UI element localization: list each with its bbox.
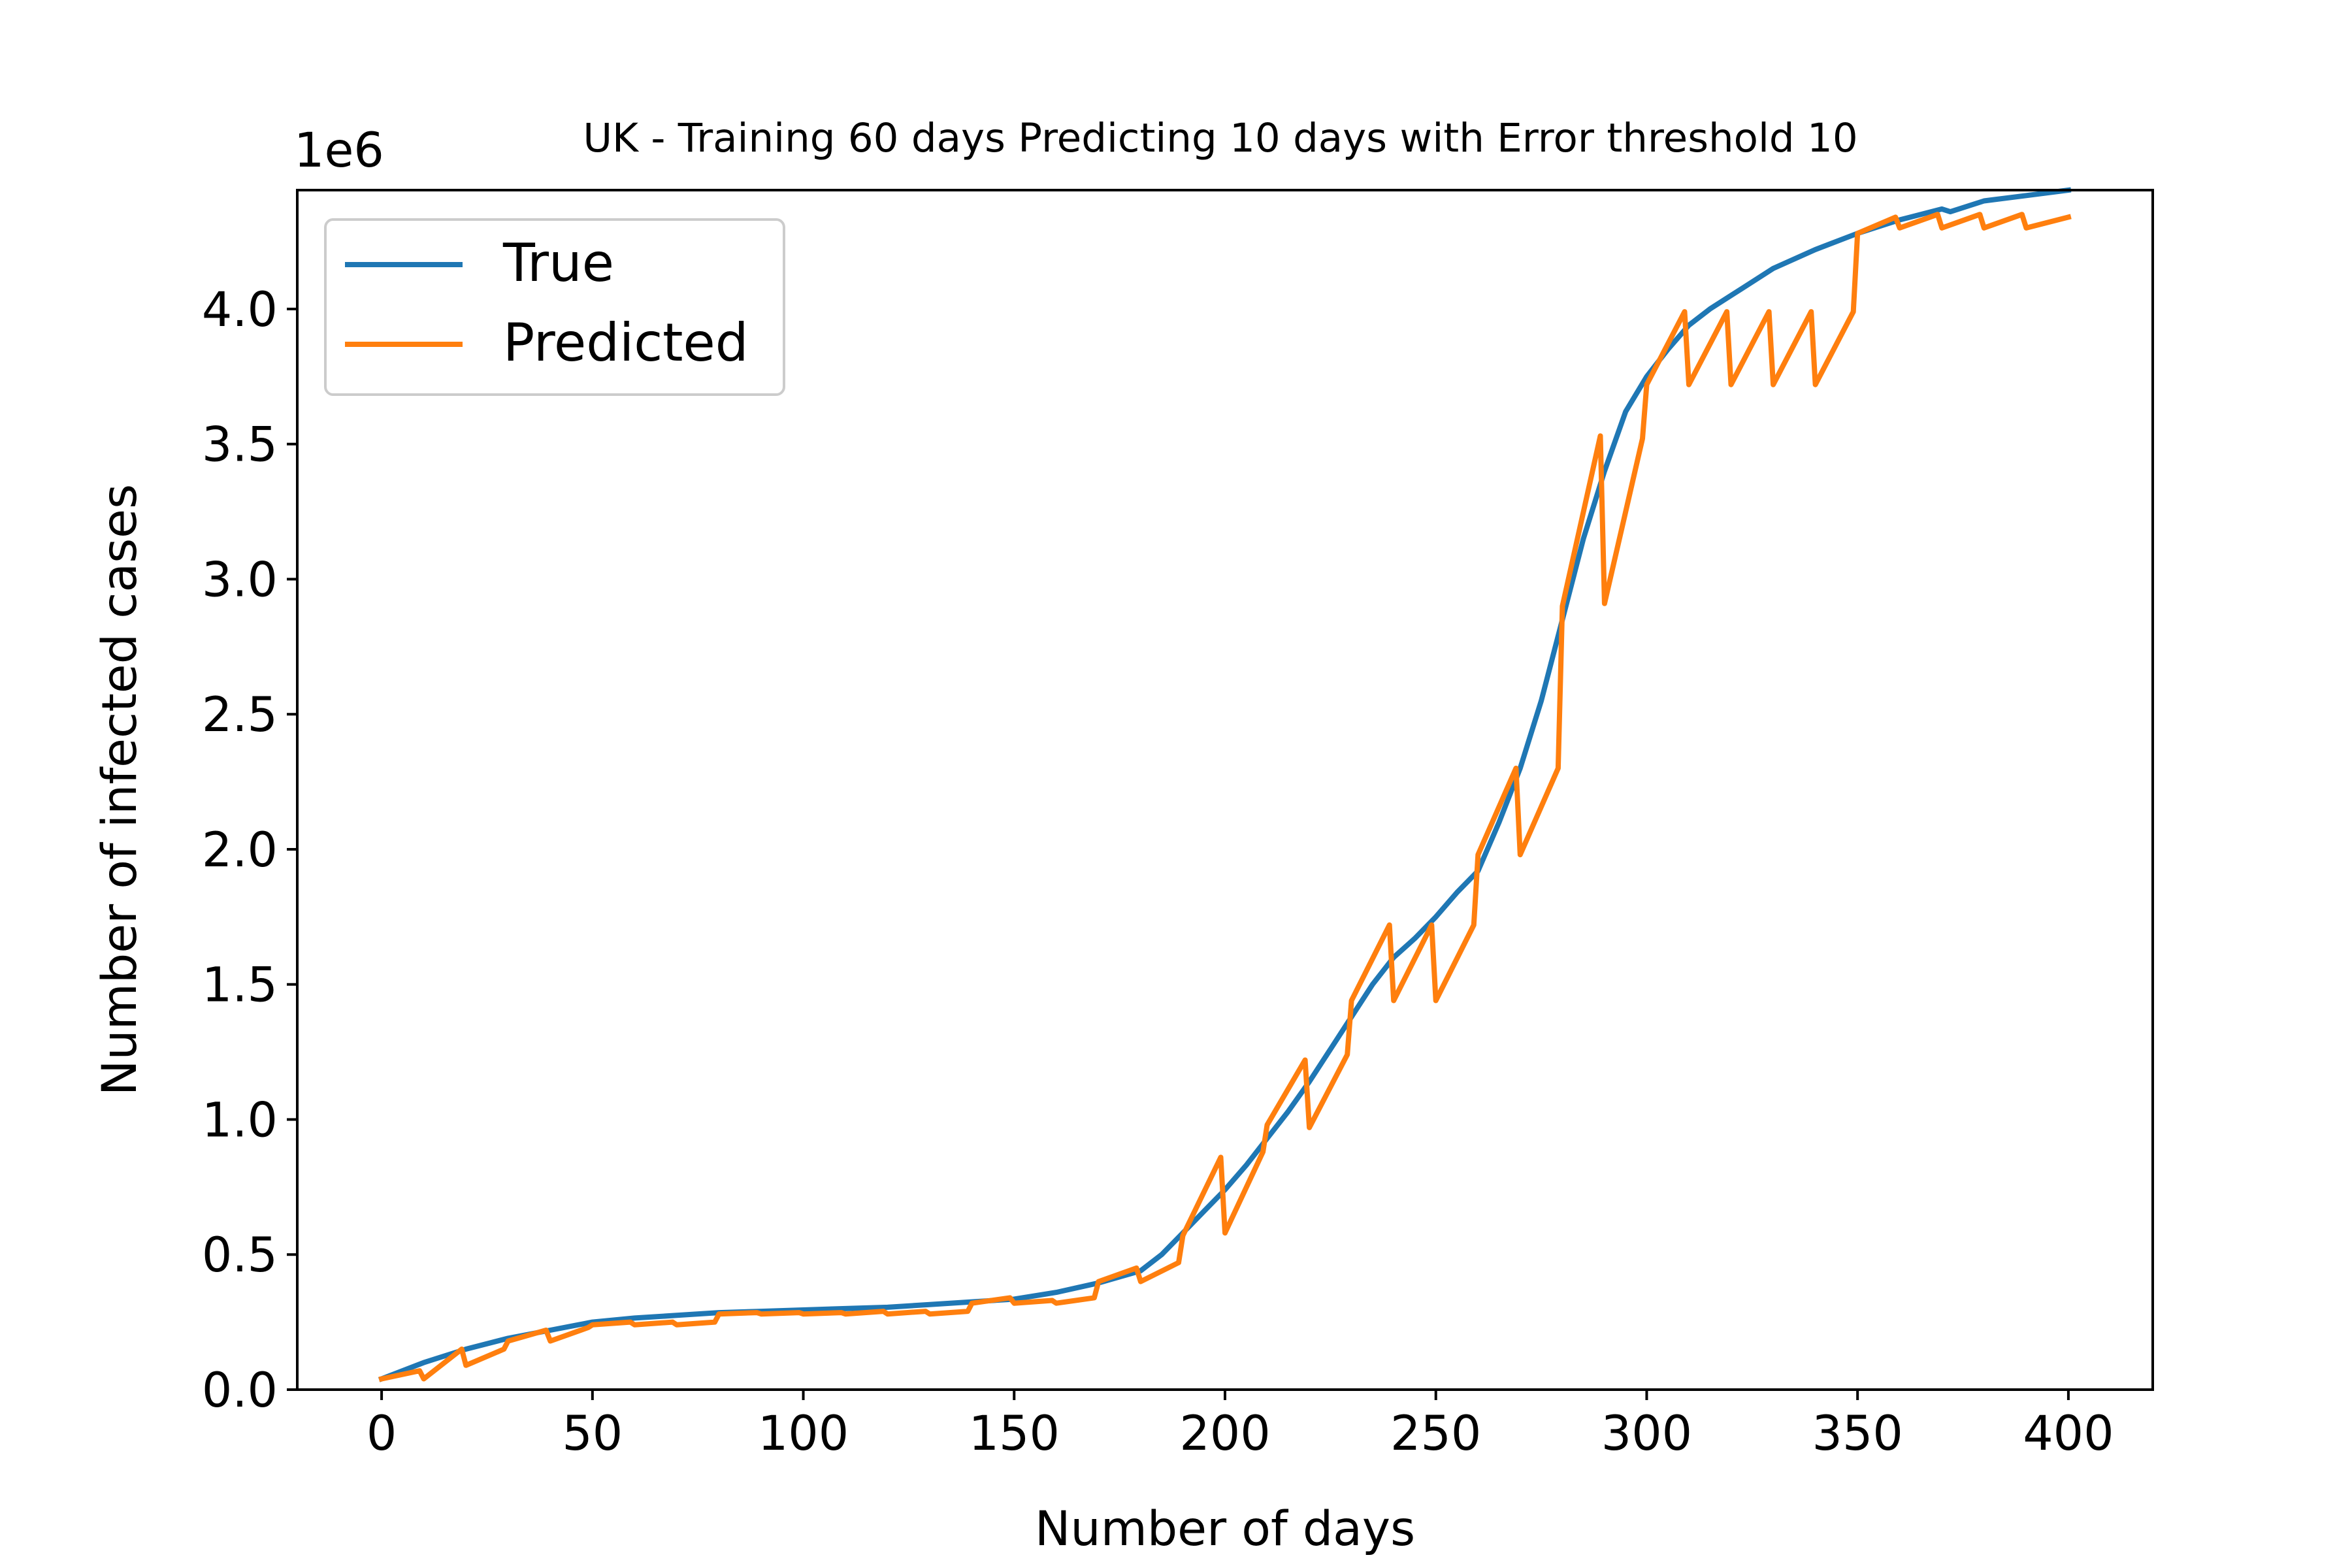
x-tick-label: 200 <box>1179 1406 1270 1462</box>
y-tick-label: 4.0 <box>202 282 278 338</box>
x-axis-label: Number of days <box>1035 1501 1415 1557</box>
y-tick-label: 1.5 <box>202 958 278 1013</box>
y-tick-label: 1.0 <box>202 1092 278 1148</box>
x-tick-label: 350 <box>1812 1406 1903 1462</box>
series-line-true <box>378 187 2072 1382</box>
chart-title: UK - Training 60 days Predicting 10 days… <box>583 115 1857 161</box>
y-tick-label: 2.0 <box>202 823 278 878</box>
series-line-predicted <box>378 212 2072 1382</box>
y-tick-label: 3.0 <box>202 552 278 608</box>
x-ticks: 0 50 100 150 200 250 300 350 400 <box>367 1390 2114 1462</box>
y-tick-label: 0.5 <box>202 1228 278 1283</box>
x-tick-label: 250 <box>1390 1406 1481 1462</box>
y-tick-label: 3.5 <box>202 417 278 473</box>
y-axis-label: Number of infected cases <box>92 484 148 1096</box>
x-tick-label: 300 <box>1601 1406 1692 1462</box>
y-tick-label: 2.5 <box>202 687 278 743</box>
series-layer <box>378 187 2072 1382</box>
x-tick-label: 100 <box>758 1406 849 1462</box>
plot-frame <box>296 189 2154 1391</box>
x-tick-label: 150 <box>969 1406 1060 1462</box>
y-tick-label: 0.0 <box>202 1363 278 1418</box>
y-ticks: 0.0 0.5 1.0 1.5 2.0 2.5 3.0 3.5 4.0 <box>202 282 297 1418</box>
legend-label-predicted: Predicted <box>503 312 749 373</box>
legend-label-true: True <box>502 233 614 293</box>
x-tick-label: 0 <box>367 1406 397 1462</box>
x-tick-label: 400 <box>2023 1406 2114 1462</box>
y-offset-label: 1e6 <box>294 123 384 178</box>
x-tick-label: 50 <box>562 1406 623 1462</box>
legend: True Predicted <box>324 218 785 396</box>
